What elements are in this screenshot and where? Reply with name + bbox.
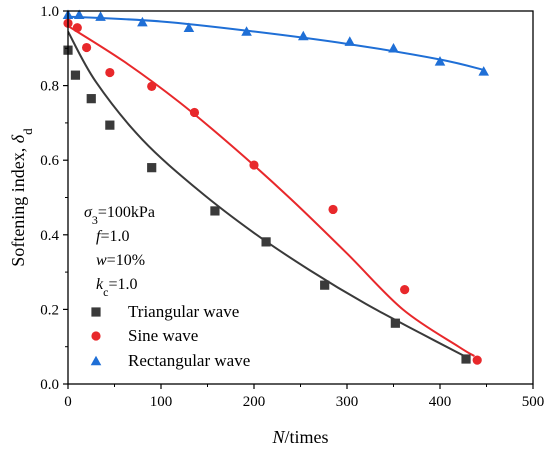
legend-label-0: Triangular wave — [128, 302, 239, 321]
annotation-line-3: kc=1.0 — [96, 276, 137, 299]
data-point-s0-5 — [210, 206, 220, 216]
data-point-s1-5 — [189, 107, 200, 118]
data-point-s1-8 — [400, 285, 410, 295]
data-point-s2-8 — [388, 43, 399, 53]
data-point-s2-9 — [434, 56, 446, 66]
annotation-line-2: w=10% — [96, 252, 145, 269]
data-point-s0-1 — [70, 70, 81, 80]
x-tick-label: 200 — [243, 394, 266, 410]
y-tick-label: 0.2 — [40, 302, 59, 318]
data-point-s2-1 — [73, 9, 85, 19]
data-points — [62, 9, 489, 365]
x-tick-label: 100 — [150, 394, 173, 410]
data-point-s0-8 — [390, 318, 400, 328]
data-point-s2-4 — [183, 22, 195, 33]
legend-marker-0 — [91, 307, 101, 317]
y-tick-label: 0.8 — [40, 79, 59, 95]
fit-line-0 — [68, 31, 469, 359]
data-point-s0-4 — [147, 163, 157, 173]
data-point-s1-7 — [328, 204, 338, 215]
data-point-s2-5 — [241, 26, 252, 36]
x-tick-label: 400 — [429, 394, 452, 410]
data-point-s2-6 — [298, 30, 309, 41]
x-tick-label: 500 — [522, 394, 545, 410]
y-axis-title: Softening index, δd — [8, 128, 35, 267]
x-tick-label: 300 — [336, 394, 359, 410]
data-point-s2-2 — [95, 11, 106, 21]
legend-label-2: Rectangular wave — [128, 351, 250, 370]
fit-line-2 — [68, 15, 484, 71]
data-point-s2-7 — [344, 36, 356, 46]
y-tick-label: 0.6 — [40, 153, 59, 169]
legend-marker-2 — [90, 355, 102, 366]
y-tick-label: 0.0 — [40, 377, 59, 393]
data-point-s1-4 — [147, 81, 157, 91]
legend: Triangular wave Sine wave Rectangular wave — [90, 302, 250, 370]
annotation-line-0: σ3=100kPa — [84, 204, 155, 227]
data-point-s0-7 — [320, 280, 330, 290]
x-tick-label: 0 — [64, 394, 72, 410]
data-point-s2-10 — [478, 66, 489, 76]
annotation-line-1: f=1.0 — [96, 228, 129, 245]
y-tick-label: 1.0 — [40, 4, 59, 20]
fit-line-1 — [68, 25, 475, 357]
data-point-s1-1 — [72, 23, 82, 33]
data-point-s0-9 — [461, 354, 471, 364]
y-tick-label: 0.4 — [40, 228, 59, 244]
x-axis-title: N/times — [271, 427, 328, 447]
legend-marker-1 — [91, 331, 101, 341]
data-point-s0-2 — [86, 94, 96, 104]
data-point-s0-6 — [261, 237, 271, 247]
data-point-s1-6 — [249, 160, 259, 170]
data-point-s1-9 — [472, 355, 482, 365]
axes: 0 100 200 300 400 500 0.0 0.2 0.4 0.6 0.8 1.0 N/time… — [8, 4, 544, 447]
data-point-s1-2 — [82, 42, 92, 53]
data-point-s0-3 — [105, 120, 115, 130]
data-point-s2-3 — [137, 16, 148, 27]
data-point-s1-3 — [105, 67, 115, 78]
legend-label-1: Sine wave — [128, 326, 198, 345]
